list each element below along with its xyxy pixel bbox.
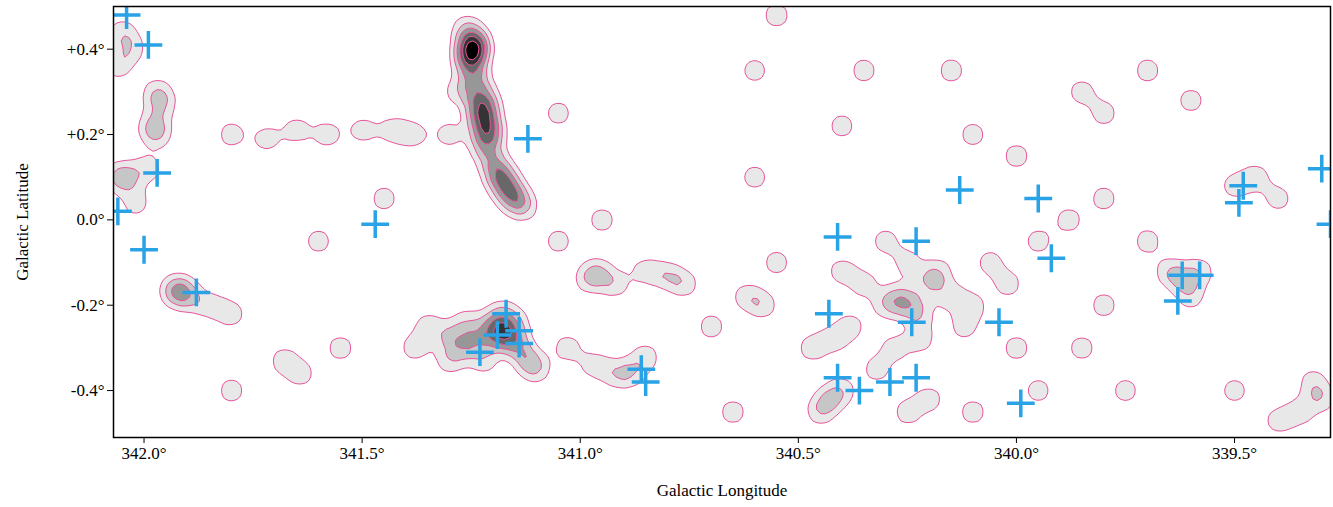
svg-text:Galactic Latitude: Galactic Latitude	[13, 163, 32, 281]
svg-text:341.5°: 341.5°	[340, 444, 385, 463]
svg-text:341.0°: 341.0°	[558, 444, 603, 463]
svg-text:-0.2°: -0.2°	[71, 296, 105, 315]
svg-text:340.5°: 340.5°	[776, 444, 821, 463]
svg-text:+0.2°: +0.2°	[67, 125, 105, 144]
svg-text:339.5°: 339.5°	[1212, 444, 1257, 463]
svg-text:340.0°: 340.0°	[994, 444, 1039, 463]
svg-text:342.0°: 342.0°	[122, 444, 167, 463]
svg-text:+0.4°: +0.4°	[67, 40, 105, 59]
svg-text:Galactic Longitude: Galactic Longitude	[657, 481, 788, 500]
svg-text:-0.4°: -0.4°	[71, 381, 105, 400]
svg-text:0.0°: 0.0°	[76, 210, 104, 229]
